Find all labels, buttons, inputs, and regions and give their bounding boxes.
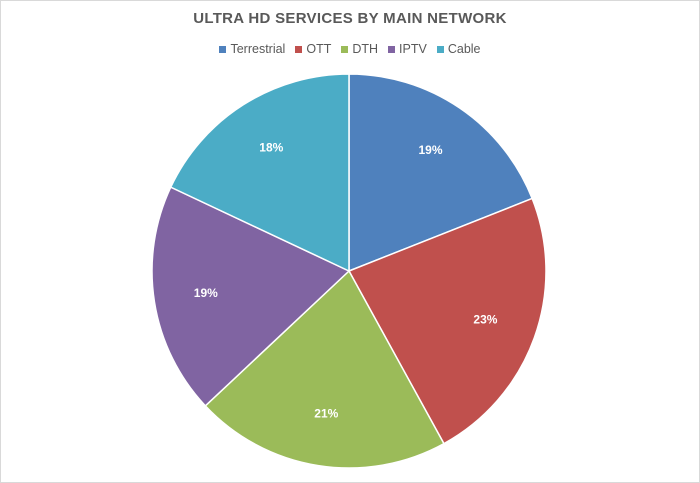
pie-slice-dth[interactable] xyxy=(204,269,445,469)
legend-label-dth: DTH xyxy=(352,42,379,56)
legend-item-iptv[interactable]: IPTV xyxy=(388,42,427,56)
pie-slice-ott[interactable] xyxy=(347,197,547,445)
pie-slice-cable[interactable] xyxy=(169,73,350,273)
legend-item-dth[interactable]: DTH xyxy=(341,42,378,56)
legend-label-iptv: IPTV xyxy=(399,42,427,56)
data-label-iptv: 19% xyxy=(194,286,218,300)
legend-item-cable[interactable]: Cable xyxy=(436,42,481,56)
legend-swatch-dth xyxy=(341,45,349,53)
data-label-dth: 21% xyxy=(314,406,338,420)
legend-swatch-cable xyxy=(436,45,444,53)
data-label-ott: 23% xyxy=(473,312,497,326)
legend-swatch-ott xyxy=(295,45,303,53)
legend-label-ott: OTT xyxy=(306,42,332,56)
chart-title: ULTRA HD SERVICES BY MAIN NETWORK xyxy=(193,10,507,27)
data-label-cable: 18% xyxy=(259,141,283,155)
legend-label-terrestrial: Terrestrial xyxy=(230,42,286,56)
pie-slice-terrestrial[interactable] xyxy=(348,73,534,273)
legend-label-cable: Cable xyxy=(447,42,481,56)
legend-swatch-iptv xyxy=(388,45,396,53)
legend-item-terrestrial[interactable]: Terrestrial xyxy=(219,42,285,56)
data-label-terrestrial: 19% xyxy=(418,143,442,157)
legend-swatch-terrestrial xyxy=(219,45,227,53)
pie-slice-iptv[interactable] xyxy=(151,186,351,407)
chart-legend: Terrestrial OTT DTH IPTV Cable xyxy=(0,42,700,56)
legend-item-ott[interactable]: OTT xyxy=(295,42,331,56)
